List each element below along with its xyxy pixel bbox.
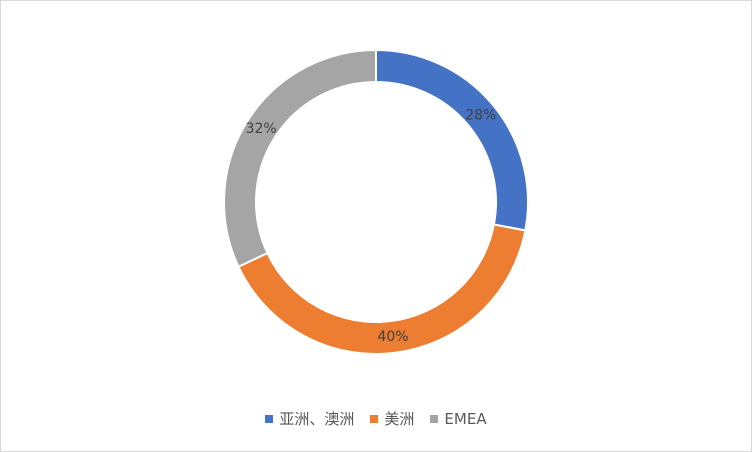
legend-label-asia-australia: 亚洲、澳洲: [279, 410, 355, 428]
legend-item-asia-australia: 亚洲、澳洲: [265, 408, 354, 429]
data-label-americas: 40%: [377, 329, 408, 345]
legend-swatch-emea: [430, 414, 439, 423]
legend-item-americas: 美洲: [370, 408, 414, 429]
legend-swatch-americas: [370, 414, 379, 423]
slice-asia-australia: [375, 48, 529, 232]
data-label-asia-australia: 28%: [465, 107, 496, 123]
legend-item-emea: EMEA: [430, 409, 487, 428]
legend-swatch-asia-australia: [265, 414, 274, 423]
legend-label-americas: 美洲: [384, 410, 415, 428]
legend: 亚洲、澳洲 美洲 EMEA: [0, 408, 752, 429]
data-label-emea: 32%: [246, 121, 277, 137]
slice-emea: [223, 48, 377, 269]
legend-label-emea: EMEA: [444, 409, 487, 428]
